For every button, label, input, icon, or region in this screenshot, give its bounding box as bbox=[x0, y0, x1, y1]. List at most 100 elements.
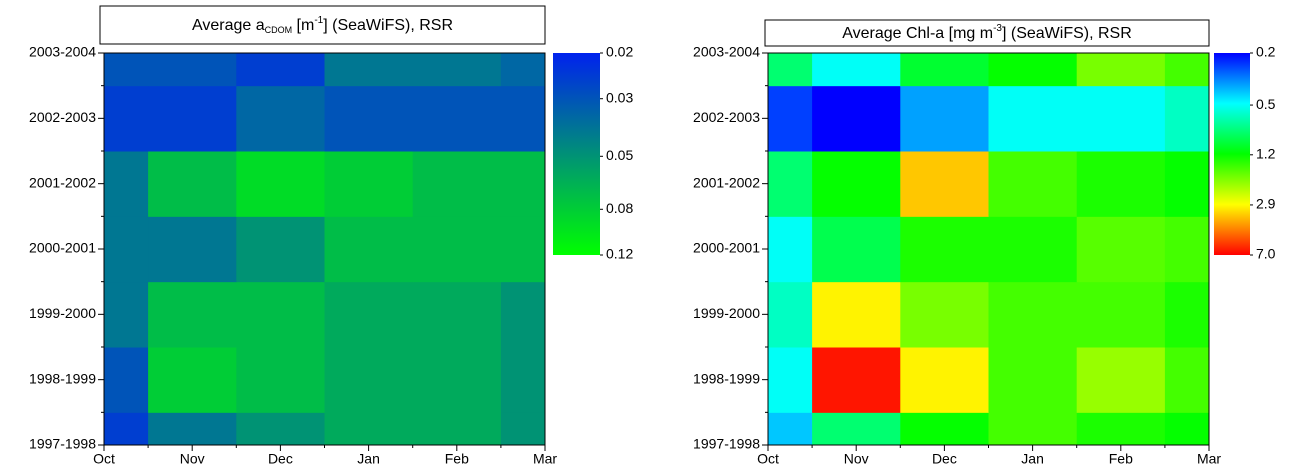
heat-cell bbox=[1164, 216, 1209, 283]
colorbar-tick-label: 1.2 bbox=[1256, 146, 1276, 162]
heat-cell bbox=[324, 151, 414, 217]
y-tick-label: 2001-2002 bbox=[693, 174, 760, 190]
y-tick-label: 1998-1999 bbox=[693, 370, 760, 386]
colorbar-tick-label: 2.9 bbox=[1256, 196, 1276, 212]
heat-cell bbox=[324, 412, 414, 445]
cells bbox=[768, 53, 1209, 445]
heat-cell bbox=[412, 281, 502, 348]
chart-title: Average Chl-a [mg m-3] (SeaWiFS), RSR bbox=[842, 23, 1132, 43]
heat-cell bbox=[148, 216, 237, 283]
colorbar-tick-label: 0.05 bbox=[606, 147, 633, 163]
heat-cell bbox=[500, 85, 545, 152]
heat-cell bbox=[812, 151, 901, 217]
y-tick-label: 2003-2004 bbox=[29, 44, 96, 60]
chart-title: Average aCDOM [m-1] (SeaWiFS), RSR bbox=[192, 15, 453, 36]
heat-cell bbox=[900, 216, 989, 283]
heat-cell bbox=[1076, 347, 1166, 413]
heat-cell bbox=[148, 53, 237, 87]
y-tick-label: 1999-2000 bbox=[29, 305, 96, 321]
heat-cell bbox=[812, 347, 901, 413]
heat-cell bbox=[236, 53, 325, 87]
title-part: -3 bbox=[993, 23, 1002, 34]
y-tick-label: 2001-2002 bbox=[29, 174, 96, 190]
x-tick-label: Oct bbox=[93, 451, 115, 467]
heat-cell bbox=[236, 347, 325, 413]
heat-cell bbox=[104, 151, 149, 217]
heat-cell bbox=[236, 151, 325, 217]
heat-cell bbox=[1164, 53, 1209, 87]
y-tick-label: 2003-2004 bbox=[693, 44, 760, 60]
heat-cell bbox=[412, 216, 502, 283]
y-tick-label: 1999-2000 bbox=[693, 305, 760, 321]
heat-cell bbox=[1164, 85, 1209, 152]
title-box bbox=[764, 19, 1210, 47]
heat-cell bbox=[900, 281, 989, 348]
heat-cell bbox=[768, 281, 813, 348]
heat-cell bbox=[1076, 412, 1166, 445]
title-part: -1 bbox=[314, 15, 323, 26]
heat-cell bbox=[1164, 151, 1209, 217]
x-tick-label: Dec bbox=[932, 451, 957, 467]
heat-cell bbox=[104, 281, 149, 348]
cells bbox=[104, 53, 545, 445]
title-part: [m bbox=[292, 17, 314, 34]
x-tick-label: Jan bbox=[357, 451, 380, 467]
heat-cell bbox=[812, 412, 901, 445]
heat-cell bbox=[324, 53, 414, 87]
heat-cell bbox=[148, 412, 237, 445]
y-tick-label: 2002-2003 bbox=[29, 109, 96, 125]
heat-cell bbox=[500, 281, 545, 348]
heat-cell bbox=[500, 216, 545, 283]
heat-cell bbox=[500, 53, 545, 87]
x-tick-label: Feb bbox=[445, 451, 469, 467]
x-tick-label: Dec bbox=[268, 451, 293, 467]
colorbar-tick-label: 7.0 bbox=[1256, 246, 1276, 262]
title-part: ] (SeaWiFS), RSR bbox=[1002, 25, 1132, 42]
heat-cell bbox=[1076, 151, 1166, 217]
colorbar-tick-label: 0.08 bbox=[606, 200, 633, 216]
heat-cell bbox=[1076, 216, 1166, 283]
heat-cell bbox=[900, 412, 989, 445]
heat-cell bbox=[768, 347, 813, 413]
y-tick-label: 2002-2003 bbox=[693, 109, 760, 125]
heat-cell bbox=[900, 347, 989, 413]
x-tick-label: Mar bbox=[533, 451, 557, 467]
x-tick-label: Oct bbox=[757, 451, 779, 467]
heat-cell bbox=[768, 53, 813, 87]
heat-cell bbox=[236, 85, 325, 152]
heat-cell bbox=[104, 412, 149, 445]
heat-cell bbox=[236, 216, 325, 283]
heat-cell bbox=[148, 347, 237, 413]
heatmap-panel: Oct Nov Dec Jan Feb Mar 1997-1998 1998-1999 1999… bbox=[29, 5, 633, 467]
heat-cell bbox=[412, 412, 502, 445]
heat-cell bbox=[500, 151, 545, 217]
heat-cell bbox=[104, 53, 149, 87]
heat-cell bbox=[988, 281, 1078, 348]
heat-cell bbox=[900, 151, 989, 217]
heat-cell bbox=[500, 412, 545, 445]
colorbar-tick-label: 0.2 bbox=[1256, 44, 1276, 60]
heat-cell bbox=[988, 216, 1078, 283]
title-part: ] (SeaWiFS), RSR bbox=[323, 17, 453, 34]
title-part: Average a bbox=[192, 17, 265, 34]
heat-cell bbox=[324, 347, 414, 413]
y-tick-label: 1997-1998 bbox=[29, 436, 96, 452]
heat-cell bbox=[812, 85, 901, 152]
heat-cell bbox=[768, 412, 813, 445]
heat-cell bbox=[988, 53, 1078, 87]
heat-cell bbox=[412, 53, 502, 87]
heatmap-panel: Oct Nov Dec Jan Feb Mar 1997-1998 1998-1999 1999… bbox=[693, 19, 1276, 467]
title-part: Average Chl-a [mg m bbox=[842, 25, 993, 42]
heat-cell bbox=[236, 281, 325, 348]
heat-cell bbox=[768, 85, 813, 152]
heat-cell bbox=[148, 85, 237, 152]
heat-cell bbox=[1164, 412, 1209, 445]
heat-cell bbox=[148, 281, 237, 348]
colorbar-tick-label: 0.02 bbox=[606, 44, 633, 60]
heat-cell bbox=[900, 53, 989, 87]
heat-cell bbox=[104, 347, 149, 413]
colorbar-tick-label: 0.12 bbox=[606, 246, 633, 262]
heat-cell bbox=[412, 151, 502, 217]
y-tick-label: 2000-2001 bbox=[29, 240, 96, 256]
